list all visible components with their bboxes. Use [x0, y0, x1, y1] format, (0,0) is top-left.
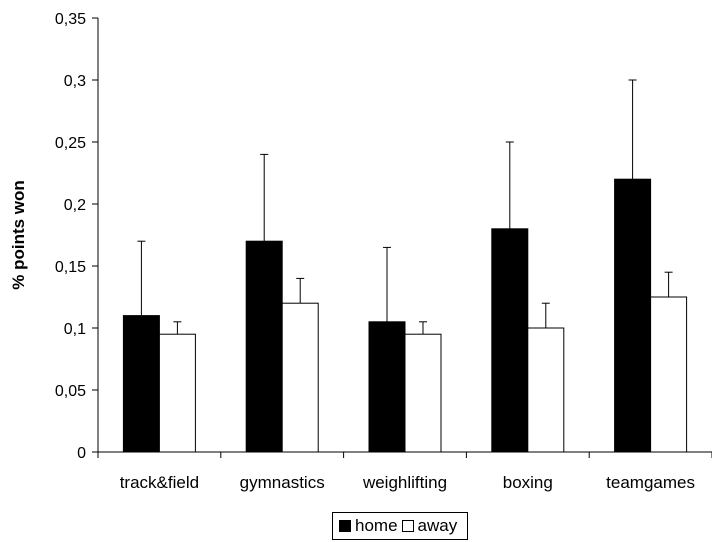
x-tick-label: track&field — [120, 473, 199, 492]
bar-away — [281, 302, 319, 453]
legend-swatch-home — [339, 520, 351, 532]
x-tick-label: gymnastics — [240, 473, 325, 492]
y-axis-label: % points won — [9, 180, 28, 290]
x-tick-label: weighlifting — [362, 473, 447, 492]
y-tick-label: 0,35 — [55, 11, 86, 28]
x-tick-label: teamgames — [606, 473, 695, 492]
bar-chart: 0 0,05 0,1 0,15 0,2 0,25 0,3 0,35 track&field gym… — [9, 11, 712, 492]
bar-home — [491, 228, 529, 453]
y-tick-label: 0,2 — [64, 197, 86, 214]
legend: home away — [332, 512, 469, 540]
legend-item-away: away — [401, 516, 458, 536]
y-tick-label: 0,05 — [55, 383, 86, 400]
y-tick-label: 0,3 — [64, 73, 86, 90]
bar-away — [650, 296, 688, 453]
bar-home — [122, 315, 160, 453]
legend-label-away: away — [417, 516, 458, 535]
x-tick-label: boxing — [503, 473, 553, 492]
y-tick-label: 0,15 — [55, 259, 86, 276]
bar-home — [245, 240, 283, 453]
legend-swatch-away — [401, 520, 414, 532]
legend-item-home: home — [339, 516, 398, 536]
bar-away — [404, 333, 442, 453]
y-tick-label: 0,25 — [55, 135, 86, 152]
bar-away — [158, 333, 196, 453]
bar-away — [527, 327, 565, 453]
y-tick-label: 0 — [77, 445, 86, 462]
legend-label-home: home — [355, 516, 398, 535]
y-tick-label: 0,1 — [64, 321, 86, 338]
bar-home — [368, 321, 406, 453]
bar-home — [614, 178, 652, 453]
